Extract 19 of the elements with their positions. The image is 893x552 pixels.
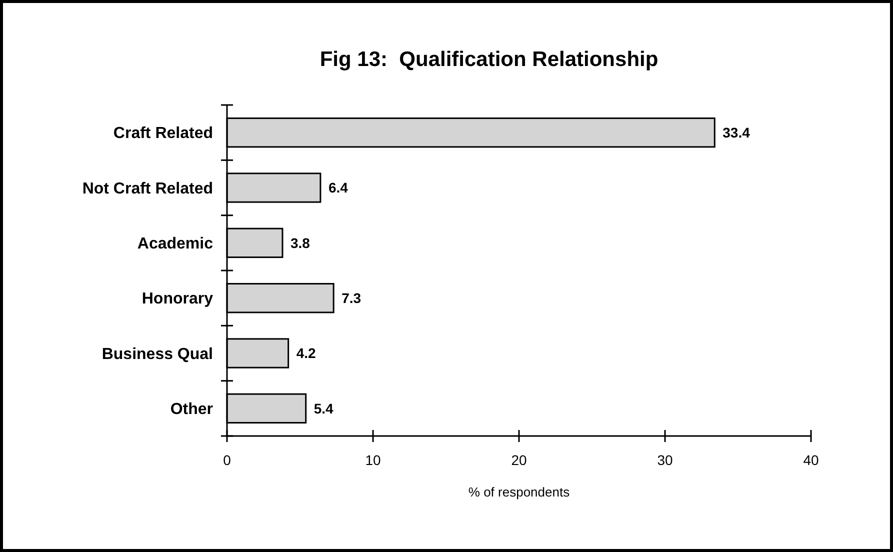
data-label: 5.4: [314, 400, 334, 416]
data-label: 6.4: [328, 180, 348, 196]
y-tick-label: Not Craft Related: [82, 180, 213, 198]
x-tick-label: 10: [365, 452, 381, 468]
data-label: 3.8: [290, 234, 310, 251]
y-tick-label: Business Qual: [102, 346, 213, 363]
x-tick-label: 30: [657, 452, 673, 468]
chart-title: Fig 13: Qualification Relationship: [320, 48, 658, 71]
data-label: 4.2: [296, 345, 316, 362]
y-tick-label: Honorary: [142, 290, 214, 308]
x-tick-label: 0: [223, 452, 232, 468]
y-tick-label: Craft Related: [113, 125, 213, 142]
data-label: 33.4: [722, 124, 750, 140]
x-tick-label: 20: [511, 452, 527, 468]
y-tick-label: Academic: [137, 236, 214, 253]
x-axis-title: % of respondents: [468, 484, 570, 500]
y-tick-label: Other: [170, 401, 213, 418]
data-label: 7.3: [342, 290, 362, 306]
x-tick-label: 40: [803, 452, 819, 468]
